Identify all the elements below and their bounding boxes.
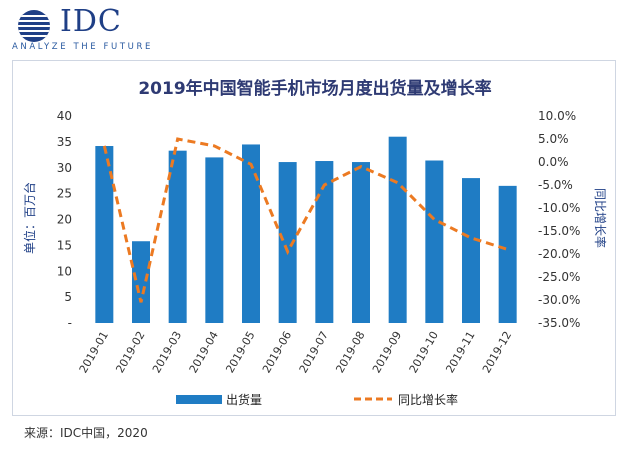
bar-2019-09 xyxy=(388,136,407,323)
x-tick-2019-10: 2019-10 xyxy=(407,329,441,375)
line-layer xyxy=(102,137,509,303)
source-note: 来源：IDC中国，2020 xyxy=(24,426,148,440)
x-tick-2019-05: 2019-05 xyxy=(223,329,257,375)
y-tick-20: 20 xyxy=(57,213,72,227)
y2-tick--30.0%: -30.0% xyxy=(538,293,580,307)
y2-tick-10.0%: 10.0% xyxy=(538,109,576,123)
y2-tick-0.0%: 0.0% xyxy=(538,155,569,169)
y2-tick--20.0%: -20.0% xyxy=(538,247,580,261)
bar-2019-06 xyxy=(278,162,297,323)
x-tick-2019-09: 2019-09 xyxy=(370,329,404,375)
growth-line xyxy=(102,137,509,303)
right-axis-ticks: -35.0% -30.0% -25.0% -20.0% -15.0% -10.0% -5.0… xyxy=(538,109,580,330)
x-tick-2019-07: 2019-07 xyxy=(297,329,331,375)
x-tick-2019-08: 2019-08 xyxy=(333,329,367,375)
bar-2019-11 xyxy=(462,178,480,323)
bar-2019-04 xyxy=(205,157,224,323)
bar-2019-03 xyxy=(168,150,187,323)
y2-tick--25.0%: -25.0% xyxy=(538,270,580,284)
bar-2019-08 xyxy=(352,162,370,323)
left-axis-label: 单位：百万台 xyxy=(22,182,37,254)
bar-2019-10 xyxy=(425,160,444,323)
y2-tick--35.0%: -35.0% xyxy=(538,316,580,330)
y-tick-25: 25 xyxy=(57,187,72,201)
bar-2019-05 xyxy=(242,144,260,323)
bar-2019-01 xyxy=(95,146,114,323)
bar-2019-12 xyxy=(498,185,517,323)
left-axis-ticks: - 5 10 15 20 25 30 35 40 xyxy=(57,109,72,330)
legend-swatch-shipments xyxy=(176,395,222,404)
y2-tick--10.0%: -10.0% xyxy=(538,201,580,215)
y-tick-30: 30 xyxy=(57,161,72,175)
chart-title: 2019年中国智能手机市场月度出货量及增长率 xyxy=(138,79,492,99)
x-tick-2019-04: 2019-04 xyxy=(187,329,221,375)
idc-logo xyxy=(12,8,172,56)
brand-tagline: ANALYZE THE FUTURE xyxy=(12,42,153,52)
legend: 出货量 同比增长率 xyxy=(176,392,458,407)
y2-tick-5.0%: 5.0% xyxy=(538,132,569,146)
x-tick-2019-03: 2019-03 xyxy=(150,329,184,375)
x-tick-2019-01: 2019-01 xyxy=(77,329,111,375)
chart-frame xyxy=(12,60,616,416)
y-tick-35: 35 xyxy=(57,135,72,149)
brand-name: IDC xyxy=(60,4,122,39)
x-axis-ticks: 2019-01 2019-02 2019-03 2019-04 2019-05 2019-… xyxy=(77,329,515,375)
y-tick--: - xyxy=(68,316,72,330)
x-tick-2019-06: 2019-06 xyxy=(260,329,294,375)
y-tick-10: 10 xyxy=(57,264,72,278)
y-tick-40: 40 xyxy=(57,109,72,123)
y2-tick--15.0%: -15.0% xyxy=(538,224,580,238)
y-tick-15: 15 xyxy=(57,238,72,252)
y2-tick--5.0%: -5.0% xyxy=(538,178,573,192)
bars-layer xyxy=(95,136,517,323)
x-tick-2019-11: 2019-11 xyxy=(443,329,477,375)
y-tick-5: 5 xyxy=(64,290,72,304)
bar-2019-02 xyxy=(132,241,150,323)
legend-label-growth: 同比增长率 xyxy=(398,392,458,407)
right-axis-label: 同比增长率 xyxy=(593,188,608,248)
globe-icon xyxy=(18,10,50,42)
x-tick-2019-12: 2019-12 xyxy=(480,329,514,375)
legend-label-shipments: 出货量 xyxy=(226,392,262,407)
bar-2019-07 xyxy=(315,161,334,323)
x-tick-2019-02: 2019-02 xyxy=(113,329,147,375)
